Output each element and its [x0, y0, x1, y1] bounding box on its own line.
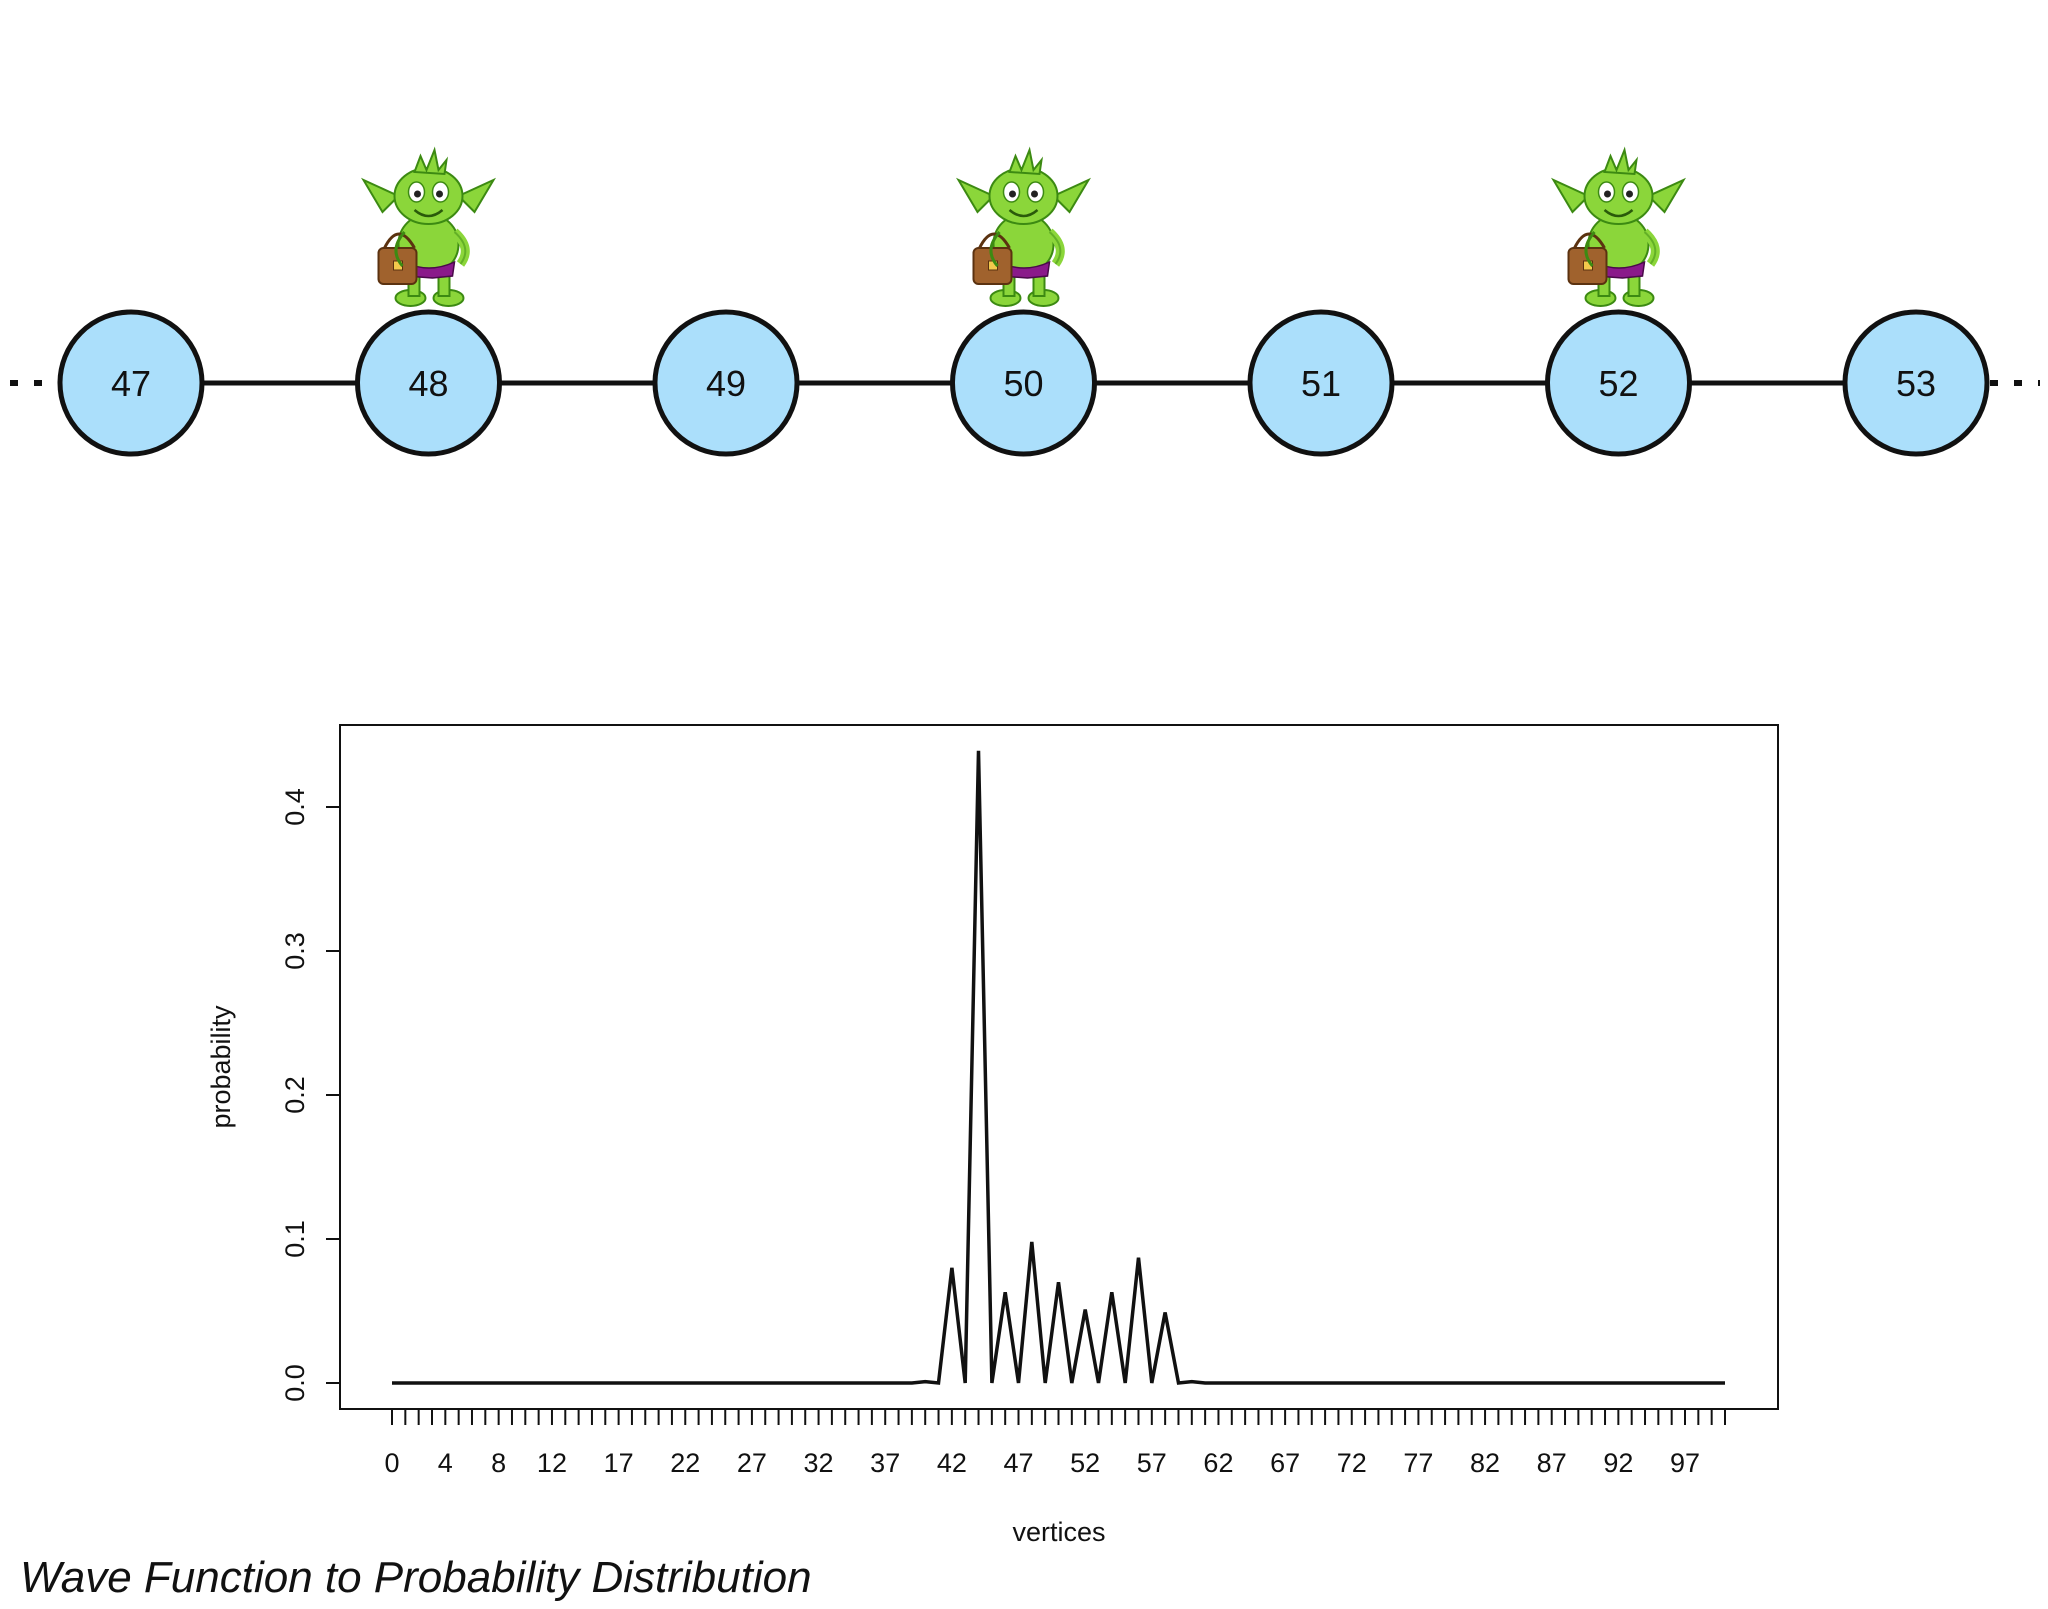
vertex-label: 49 — [706, 363, 746, 404]
x-tick-label: 8 — [491, 1448, 506, 1478]
goblin-icon — [956, 146, 1091, 307]
x-tick-label: 72 — [1337, 1448, 1367, 1478]
vertex-node-49: 49 — [652, 309, 800, 457]
x-tick-label: 77 — [1403, 1448, 1433, 1478]
vertex-circle — [950, 309, 1097, 457]
x-tick-label: 32 — [804, 1448, 834, 1478]
vertex-label: 52 — [1598, 363, 1638, 404]
x-tick-label: 22 — [670, 1448, 700, 1478]
x-tick-label: 17 — [604, 1448, 634, 1478]
x-tick-label: 4 — [438, 1448, 453, 1478]
vertex-circle — [1247, 309, 1395, 457]
vertex-label: 50 — [1003, 363, 1043, 404]
y-axis: 0.0 0.1 0.2 0.3 0.4 — [280, 788, 341, 1402]
x-tick-label: 57 — [1137, 1448, 1167, 1478]
x-tick-label: 87 — [1537, 1448, 1567, 1478]
x-tick-label: 27 — [737, 1448, 767, 1478]
x-tick-label: 97 — [1670, 1448, 1700, 1478]
vertex-node-53: 53 — [1842, 309, 1990, 457]
probability-series-line — [392, 750, 1725, 1385]
vertex-label: 48 — [408, 363, 448, 404]
vertex-label: 47 — [111, 363, 151, 404]
vertex-node-51: 51 — [1247, 309, 1395, 457]
y-tick-label: 0.2 — [280, 1076, 310, 1114]
vertex-circle — [652, 309, 800, 457]
vertex-node-48: 48 — [355, 309, 502, 457]
vertex-circle — [355, 309, 502, 457]
vertex-label: 53 — [1896, 363, 1936, 404]
x-tick-label: 62 — [1203, 1448, 1233, 1478]
vertex-circle — [57, 309, 205, 457]
y-tick-label: 0.4 — [280, 788, 310, 826]
vertex-circle — [1842, 309, 1990, 457]
x-tick-label: 67 — [1270, 1448, 1300, 1478]
vertex-label: 51 — [1301, 363, 1341, 404]
y-tick-label: 0.1 — [280, 1220, 310, 1258]
vertex-circle — [1545, 309, 1692, 457]
figure-caption: Wave Function to Probability Distributio… — [20, 1553, 812, 1602]
x-axis-title: vertices — [1012, 1517, 1105, 1547]
y-tick-label: 0.3 — [280, 932, 310, 970]
plot-frame — [339, 724, 1779, 1410]
x-tick-label: 12 — [537, 1448, 567, 1478]
x-tick-label: 82 — [1470, 1448, 1500, 1478]
x-tick-label: 92 — [1603, 1448, 1633, 1478]
vertex-node-47: 47 — [57, 309, 205, 457]
goblin-icon — [361, 146, 496, 307]
goblin-icon — [1551, 146, 1686, 307]
x-tick-label: 47 — [1003, 1448, 1033, 1478]
x-tick-label: 42 — [937, 1448, 967, 1478]
probability-chart: 0.0 0.1 0.2 0.3 0.4 0 4 8 12 17 22 27 32 37 42 47 52 57 6… — [206, 724, 1779, 1547]
vertex-chain: 47 48 49 50 51 52 53 — [10, 146, 2040, 457]
y-tick-label: 0.0 — [280, 1364, 310, 1402]
y-axis-title: probability — [206, 1005, 236, 1129]
x-tick-label: 52 — [1070, 1448, 1100, 1478]
x-tick-label: 37 — [870, 1448, 900, 1478]
vertex-node-50: 50 — [950, 309, 1097, 457]
x-tick-label: 0 — [384, 1448, 399, 1478]
vertex-node-52: 52 — [1545, 309, 1692, 457]
x-axis: 0 4 8 12 17 22 27 32 37 42 47 52 57 62 67 72 77 82 87 92 97 — [384, 1408, 1726, 1478]
